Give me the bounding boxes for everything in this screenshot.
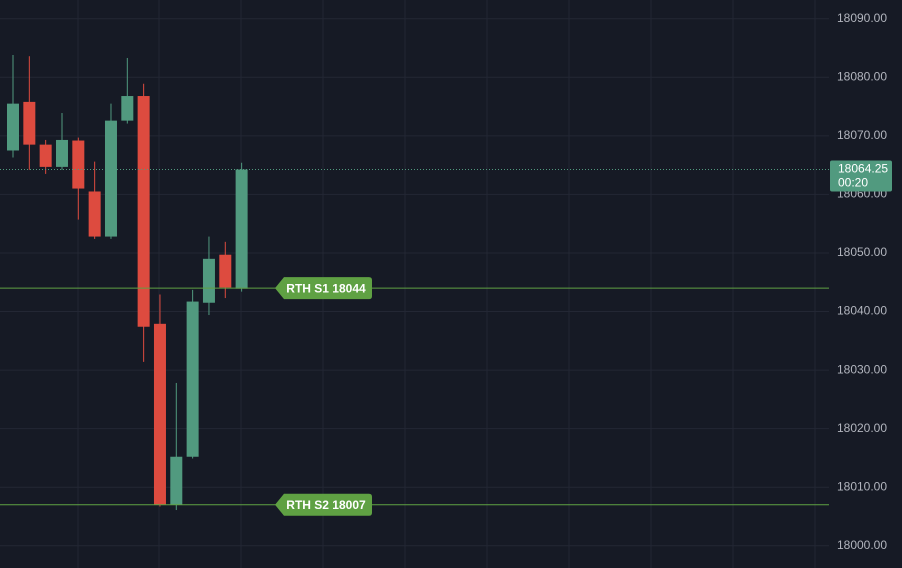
candle-body [72,140,85,189]
candle-body [153,323,166,505]
vertical-grid [77,0,816,568]
candle-body [219,254,232,288]
candle-body [104,120,117,237]
level-label: RTH S2 18007 [286,498,366,512]
y-tick-label: 18020.00 [837,421,887,435]
candle-body [7,103,19,151]
y-tick-label: 18030.00 [837,362,887,376]
candle-body [202,258,215,303]
level-label: RTH S1 18044 [286,281,366,295]
level-tag [275,277,372,300]
last-price-label: 18064.25 [838,162,888,176]
candle-body [235,169,248,289]
candle-body [39,144,52,167]
y-tick-label: 18040.00 [837,304,887,318]
level-tag [275,493,372,516]
candle-body [186,301,199,457]
candle-body [121,96,134,121]
countdown-label: 00:20 [838,176,868,190]
y-tick-label: 18000.00 [837,538,887,552]
candle-body [88,191,101,237]
candle-body [23,101,36,145]
y-tick-label: 18070.00 [837,128,887,142]
y-tick-label: 18080.00 [837,69,887,83]
y-tick-label: 18050.00 [837,245,887,259]
y-tick-label: 18090.00 [837,11,887,25]
candle-body [170,456,183,505]
y-tick-label: 18010.00 [837,479,887,493]
price-tag [830,160,892,192]
candle-body [137,96,150,327]
candle-body [55,139,68,167]
